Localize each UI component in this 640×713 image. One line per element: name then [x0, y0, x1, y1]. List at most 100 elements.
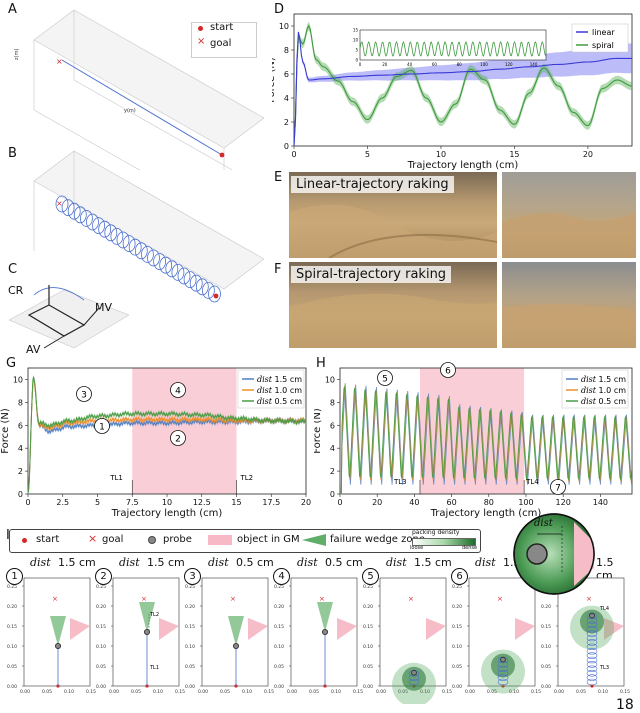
svg-text:0.15: 0.15 — [86, 689, 96, 695]
y-tick-label: 0 — [284, 142, 289, 151]
bottom-panel-5: 5 dist 1.5 cm 0.00 0.05 0.10 0.15 0.20 0.25 0.00 0… — [360, 556, 452, 706]
y-tick-label: 0 — [18, 490, 23, 499]
svg-text:×: × — [56, 57, 63, 66]
svg-text:0.10: 0.10 — [185, 644, 195, 650]
legend-spiral: spiral — [592, 41, 614, 50]
svg-text:0.05: 0.05 — [96, 664, 106, 670]
svg-text:0.05: 0.05 — [274, 664, 284, 670]
y-tick-label: 10 — [13, 375, 23, 384]
density-bar — [412, 538, 476, 546]
label-av: AV — [26, 343, 41, 356]
svg-text:0.25: 0.25 — [7, 584, 17, 590]
x-tick-label: 15 — [509, 150, 519, 159]
inset-x-tick-label: 0 — [359, 62, 362, 67]
svg-text:0.05: 0.05 — [363, 664, 373, 670]
svg-text:0.05: 0.05 — [42, 689, 52, 695]
spiral-loop — [128, 238, 142, 256]
legend-item-wedge: failure wedge zone — [330, 534, 425, 545]
svg-text:0.15: 0.15 — [541, 624, 551, 630]
spiral-loop — [165, 260, 179, 278]
mini-plot: 0.00 0.05 0.10 0.15 0.20 0.25 0.00 0.05 0.10 0.15… — [363, 577, 452, 704]
legend-box — [571, 23, 629, 53]
svg-text:0.25: 0.25 — [185, 584, 195, 590]
x-axis-label: Trajectory length (cm) — [407, 160, 519, 170]
svg-text:×: × — [141, 595, 147, 603]
spiral-loop — [122, 235, 136, 252]
circled-marker-label: 7 — [555, 484, 561, 494]
circled-marker-label: 2 — [175, 435, 181, 445]
page-number: 18 — [616, 697, 634, 713]
x-tick-label: 0 — [25, 498, 30, 507]
goal-marker-icon: × — [88, 532, 98, 545]
photo-linear-close — [502, 172, 636, 258]
spiral-loop — [171, 264, 185, 281]
circled-number: 3 — [184, 568, 201, 585]
circled-number: 1 — [6, 568, 23, 585]
g-legend-box — [237, 369, 305, 409]
legend-start: start — [210, 22, 234, 33]
svg-text:TL1: TL1 — [149, 665, 159, 671]
svg-text:0.15: 0.15 — [274, 624, 284, 630]
svg-text:0.05: 0.05 — [398, 689, 408, 695]
x-tick-label: 15 — [231, 498, 241, 507]
x-tick-label: 20 — [301, 498, 311, 507]
panel-c-diagram — [8, 285, 130, 349]
svg-text:0.25: 0.25 — [96, 584, 106, 590]
y-tick-label: 0 — [330, 490, 335, 499]
spiral-loop — [147, 249, 160, 267]
inset-y-tick-label: 10 — [353, 38, 359, 43]
x-tick-label: 60 — [446, 498, 456, 507]
svg-text:0.10: 0.10 — [420, 689, 430, 695]
svg-text:0.20: 0.20 — [96, 604, 106, 610]
tl-label: TL3 — [393, 478, 407, 486]
svg-text:0.15: 0.15 — [452, 624, 462, 630]
spiral-loop — [201, 281, 215, 299]
svg-text:TL4: TL4 — [599, 606, 609, 612]
x-tick-label: 20 — [583, 150, 593, 159]
start-marker-icon — [22, 538, 27, 543]
svg-text:y(m): y(m) — [124, 108, 136, 114]
svg-text:0.15: 0.15 — [185, 624, 195, 630]
spiral-loop — [67, 202, 81, 220]
panel-letter-a: A — [8, 2, 17, 17]
svg-text:0.05: 0.05 — [309, 689, 319, 695]
svg-text:0.00: 0.00 — [109, 689, 119, 695]
label-mv: MV — [95, 301, 113, 314]
spiral-loop — [104, 224, 118, 242]
caption-linear: Linear-trajectory raking — [291, 176, 454, 193]
bottom-panel-4: 4 dist 0.5 cm 0.00 0.05 0.10 0.15 0.20 0.25 0.00 0… — [271, 556, 363, 706]
linear-line — [293, 31, 632, 147]
bottom-legend: start × goal probe object in GM failure … — [9, 529, 481, 553]
circled-marker-label: 3 — [81, 391, 87, 401]
spiral-loop — [92, 217, 105, 234]
tl-label: TL1 — [109, 474, 123, 482]
spiral-line — [293, 24, 633, 147]
h-legend-label: dist 1.0 cm — [581, 386, 626, 395]
panel-letter-d: D — [274, 2, 285, 17]
svg-text:0.20: 0.20 — [7, 604, 17, 610]
inset-y-tick-label: 5 — [355, 48, 358, 53]
x-tick-label: 7.5 — [126, 498, 139, 507]
svg-text:0.20: 0.20 — [185, 604, 195, 610]
svg-text:×: × — [497, 595, 503, 603]
mini-plot: 0.00 0.05 0.10 0.15 0.20 0.25 0.00 0.05 0.10 0.15… — [7, 577, 96, 695]
svg-text:0.10: 0.10 — [242, 689, 252, 695]
svg-text:0.10: 0.10 — [598, 689, 608, 695]
svg-text:0.10: 0.10 — [363, 644, 373, 650]
svg-text:0.00: 0.00 — [185, 684, 195, 690]
svg-text:0.10: 0.10 — [452, 644, 462, 650]
svg-text:×: × — [408, 595, 414, 603]
y-tick-label: 4 — [18, 444, 23, 453]
mini-plot: 0.00 0.05 0.10 0.15 0.20 0.25 0.00 0.05 0.10 0.15… — [274, 577, 363, 695]
svg-text:×: × — [52, 595, 58, 603]
dist-value: 0.5 cm — [325, 556, 363, 569]
y-tick-label: 6 — [18, 421, 23, 430]
svg-text:0.25: 0.25 — [274, 584, 284, 590]
y-tick-label: 2 — [284, 118, 289, 127]
svg-text:0.10: 0.10 — [64, 689, 74, 695]
h-legend-label: dist 0.5 cm — [581, 397, 626, 406]
svg-text:0.15: 0.15 — [175, 689, 185, 695]
y-tick-label: 2 — [330, 467, 335, 476]
mini-plot: 0.00 0.05 0.10 0.15 0.20 0.25 0.00 0.05 0.10 0.15… — [185, 577, 274, 695]
